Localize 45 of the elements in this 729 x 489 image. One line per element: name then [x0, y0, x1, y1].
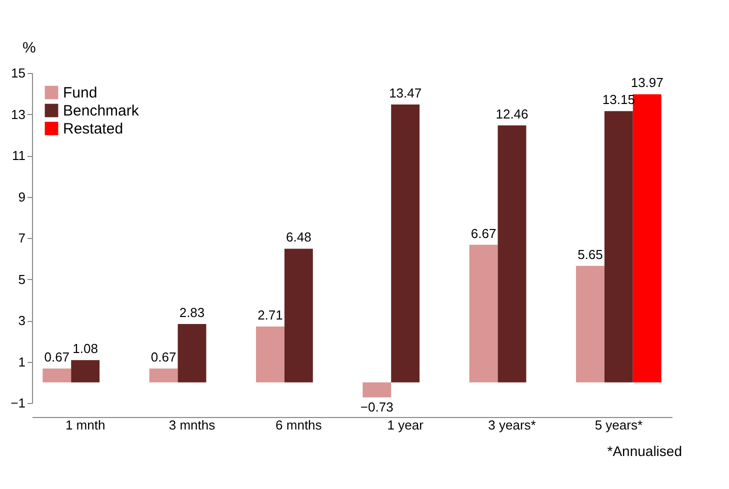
bar: [391, 104, 420, 382]
data-label: 5.65: [578, 246, 603, 262]
x-tick-label: 1 mnth: [65, 418, 106, 432]
bar: [604, 111, 633, 382]
data-label: 0.67: [44, 350, 70, 365]
data-label: 13.47: [389, 86, 422, 101]
data-label: 0.67: [150, 350, 176, 365]
data-label: 12.46: [496, 106, 528, 122]
bar: [469, 244, 498, 382]
bar: [498, 125, 526, 382]
legend-label: Benchmark: [63, 102, 140, 120]
legend-label: Restated: [63, 120, 124, 138]
y-axis-title: %: [22, 40, 36, 56]
bar: [71, 360, 100, 382]
y-tick-label: 7: [18, 230, 26, 246]
data-label: 2.83: [179, 305, 205, 320]
y-tick-label: 9: [18, 189, 26, 204]
y-tick-label: −1: [10, 396, 26, 410]
y-tick-label: 3: [18, 313, 26, 328]
legend-label: Fund: [63, 84, 98, 102]
data-label: 1.08: [72, 341, 98, 356]
bar: [576, 266, 604, 382]
bar: [362, 382, 392, 398]
data-label: 6.48: [286, 230, 312, 245]
data-label: 6.67: [470, 226, 496, 241]
x-tick-label: 1 year: [387, 418, 424, 432]
data-label: −0.73: [360, 399, 394, 414]
y-tick-label: 11: [12, 148, 26, 163]
x-tick-label: 6 mnths: [276, 418, 322, 432]
x-tick-label: 5 years*: [594, 418, 643, 432]
data-label: 13.97: [630, 75, 664, 90]
y-tick-label: 1: [18, 354, 26, 370]
bar: [149, 368, 178, 382]
bar: [632, 94, 662, 382]
text: *Annualised: [607, 443, 682, 459]
y-tick-label: 5: [18, 272, 26, 287]
bar: [284, 248, 313, 382]
bar: [178, 324, 206, 382]
y-tick-label: 15: [11, 66, 26, 80]
x-tick-label: 3 mnths: [168, 418, 216, 432]
x-tick-label: 3 years*: [488, 418, 536, 432]
bar: [256, 326, 284, 382]
data-label: 2.71: [258, 307, 283, 322]
y-tick-label: 13: [11, 106, 26, 122]
bar: [42, 368, 72, 382]
